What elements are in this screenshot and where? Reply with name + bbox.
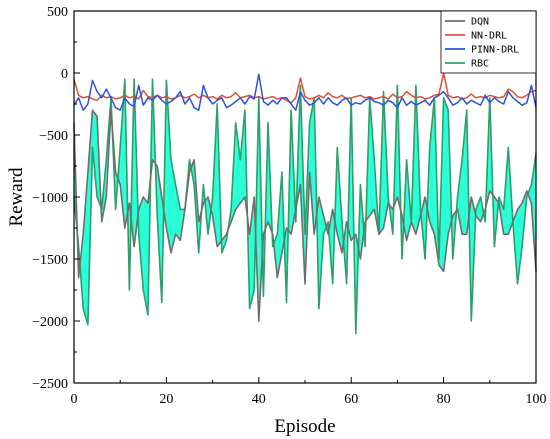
fill-segment: [240, 110, 245, 204]
x-tick-label: 80: [437, 392, 451, 407]
fill-segment: [369, 97, 375, 216]
fill-segment: [309, 97, 315, 235]
x-axis-title: Episode: [274, 416, 335, 437]
y-tick-label: 500: [47, 5, 68, 20]
y-axis-title: Reward: [6, 167, 27, 227]
series-line-pinn-drl: [73, 73, 537, 111]
fill-segment: [457, 159, 463, 235]
fill-segment: [143, 197, 148, 315]
tick-labels: 0 20 40 60 80 100 500 0 −500 −1000 −1500 −2000 −2500: [32, 5, 546, 407]
legend-label-pinn-drl: PINN-DRL: [471, 45, 519, 56]
fill-segment: [235, 122, 241, 210]
axis-ticks: [73, 10, 537, 384]
legend-label-dqn: DQN: [471, 17, 489, 28]
series-line-dqn: [73, 109, 537, 322]
series-lines: [73, 72, 537, 335]
legend-label-rbc: RBC: [471, 59, 489, 70]
y-tick-label: −500: [39, 129, 68, 144]
series-line-nn-drl: [73, 72, 537, 104]
fill-segment: [152, 79, 158, 216]
series-line-rbc: [73, 78, 537, 335]
fill-segment: [249, 197, 255, 309]
y-tick-label: −1500: [32, 253, 68, 268]
legend-label-nn-drl: NN-DRL: [471, 31, 507, 42]
y-tick-label: −2500: [32, 377, 68, 392]
fill-segment: [429, 97, 435, 235]
x-tick-label: 100: [526, 392, 547, 407]
fill-segment: [92, 110, 98, 197]
fill-segment: [462, 110, 467, 235]
y-tick-label: 0: [61, 67, 68, 82]
fill-segment: [166, 80, 171, 253]
y-tick-label: −2000: [32, 315, 68, 330]
y-tick-label: −1000: [32, 191, 68, 206]
x-tick-label: 20: [159, 392, 173, 407]
fill-segment: [83, 172, 88, 325]
x-tick-label: 40: [252, 392, 266, 407]
fill-segment: [175, 184, 181, 241]
fill-segment: [517, 203, 523, 284]
fill-segment: [531, 153, 536, 272]
fill-segment: [277, 172, 282, 278]
x-tick-label: 0: [71, 392, 78, 407]
fill-segment: [475, 197, 481, 222]
fill-segment: [171, 159, 176, 253]
fill-segment: [443, 97, 449, 272]
x-tick-label: 60: [344, 392, 358, 407]
legend: DQN NN-DRL PINN-DRL RBC: [440, 10, 537, 74]
